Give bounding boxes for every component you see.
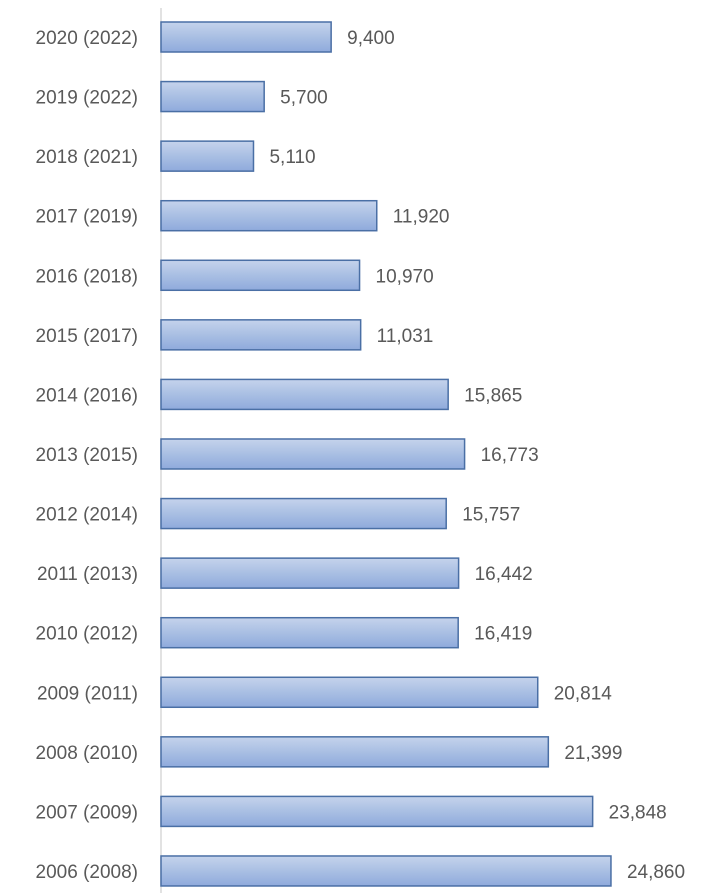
data-label: 24,860 — [627, 862, 685, 883]
y-tick-label: 2013 (2015) — [36, 445, 138, 466]
bar — [160, 795, 594, 828]
bar — [160, 855, 612, 887]
y-tick-label: 2020 (2022) — [36, 28, 138, 49]
bar — [160, 80, 265, 113]
y-tick-label: 2014 (2016) — [36, 385, 138, 406]
data-label: 11,920 — [393, 207, 450, 228]
data-label: 5,110 — [269, 147, 315, 168]
bar — [160, 378, 449, 411]
y-tick-label: 2008 (2010) — [36, 743, 138, 764]
y-tick-label: 2016 (2018) — [36, 266, 138, 287]
data-label: 9,400 — [347, 28, 395, 49]
data-label: 11,031 — [377, 326, 434, 347]
bar — [160, 676, 539, 709]
y-tick-label: 2012 (2014) — [36, 505, 138, 526]
bar — [160, 21, 332, 53]
y-tick-label: 2019 (2022) — [36, 88, 138, 109]
data-label: 20,814 — [554, 683, 613, 704]
y-tick-label: 2010 (2012) — [36, 624, 138, 645]
y-tick-label: 2015 (2017) — [36, 326, 138, 347]
data-label: 5,700 — [280, 88, 328, 109]
data-label: 16,773 — [481, 445, 539, 466]
bar — [160, 557, 460, 589]
bar — [160, 736, 550, 768]
data-label: 15,865 — [464, 385, 522, 406]
data-label: 15,757 — [462, 505, 520, 526]
y-tick-label: 2011 (2013) — [37, 564, 138, 585]
y-tick-label: 2009 (2011) — [37, 683, 138, 704]
data-label: 16,419 — [474, 624, 532, 645]
bar — [160, 199, 378, 232]
bar — [160, 438, 466, 470]
data-label: 23,848 — [609, 802, 667, 823]
bar — [160, 616, 459, 649]
data-label: 21,399 — [564, 743, 622, 764]
y-tick-label: 2017 (2019) — [36, 207, 138, 228]
bar — [160, 140, 255, 172]
bar — [160, 259, 361, 292]
y-tick-label: 2018 (2021) — [36, 147, 138, 168]
y-tick-label: 2007 (2009) — [36, 802, 138, 823]
y-tick-label: 2006 (2008) — [36, 862, 138, 883]
bar — [160, 319, 362, 351]
bar — [160, 497, 447, 530]
data-label: 10,970 — [376, 266, 434, 287]
data-label: 16,442 — [475, 564, 533, 585]
